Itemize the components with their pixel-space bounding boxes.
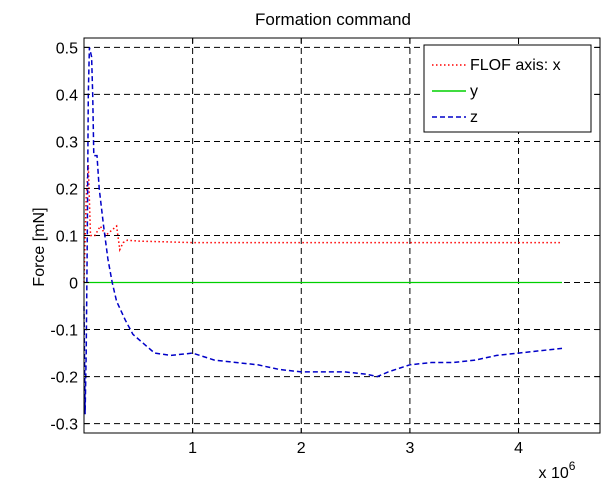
x-tick-label: 1 [188,440,197,457]
axis-ticks: 1 2 3 4 -0.3 -0.2 -0.1 0 0.1 0.2 0.3 0.4 0.5 [50,38,600,457]
y-tick-label: -0.3 [50,417,78,434]
legend-label-y: y [470,83,478,100]
y-tick-label: 0.3 [56,134,78,151]
legend-label-z: z [470,109,478,126]
y-tick-label: -0.2 [50,370,78,387]
legend: FLOF axis: x y z [423,44,592,133]
x-tick-label: 4 [514,440,523,457]
series-line-z [83,47,563,415]
y-tick-label: 0.4 [56,87,78,104]
x-tick-label: 3 [405,440,414,457]
y-tick-label: 0.2 [56,181,78,198]
series-lines [83,47,563,415]
x-tick-label: 2 [297,440,306,457]
chart-title: Formation command [255,10,411,29]
y-axis-label: Force [mN] [31,207,48,286]
series-line-x [83,164,562,283]
legend-label-x: FLOF axis: x [470,57,561,74]
y-tick-label: 0.1 [56,229,78,246]
legend-box [423,44,592,133]
x-axis-multiplier: x 106 [539,459,576,482]
x-multiplier-exponent: 6 [569,459,576,473]
x-multiplier-base: x 10 [539,465,569,482]
y-tick-label: 0 [69,276,78,293]
y-tick-label: 0.5 [56,40,78,57]
y-tick-label: -0.1 [50,323,78,340]
